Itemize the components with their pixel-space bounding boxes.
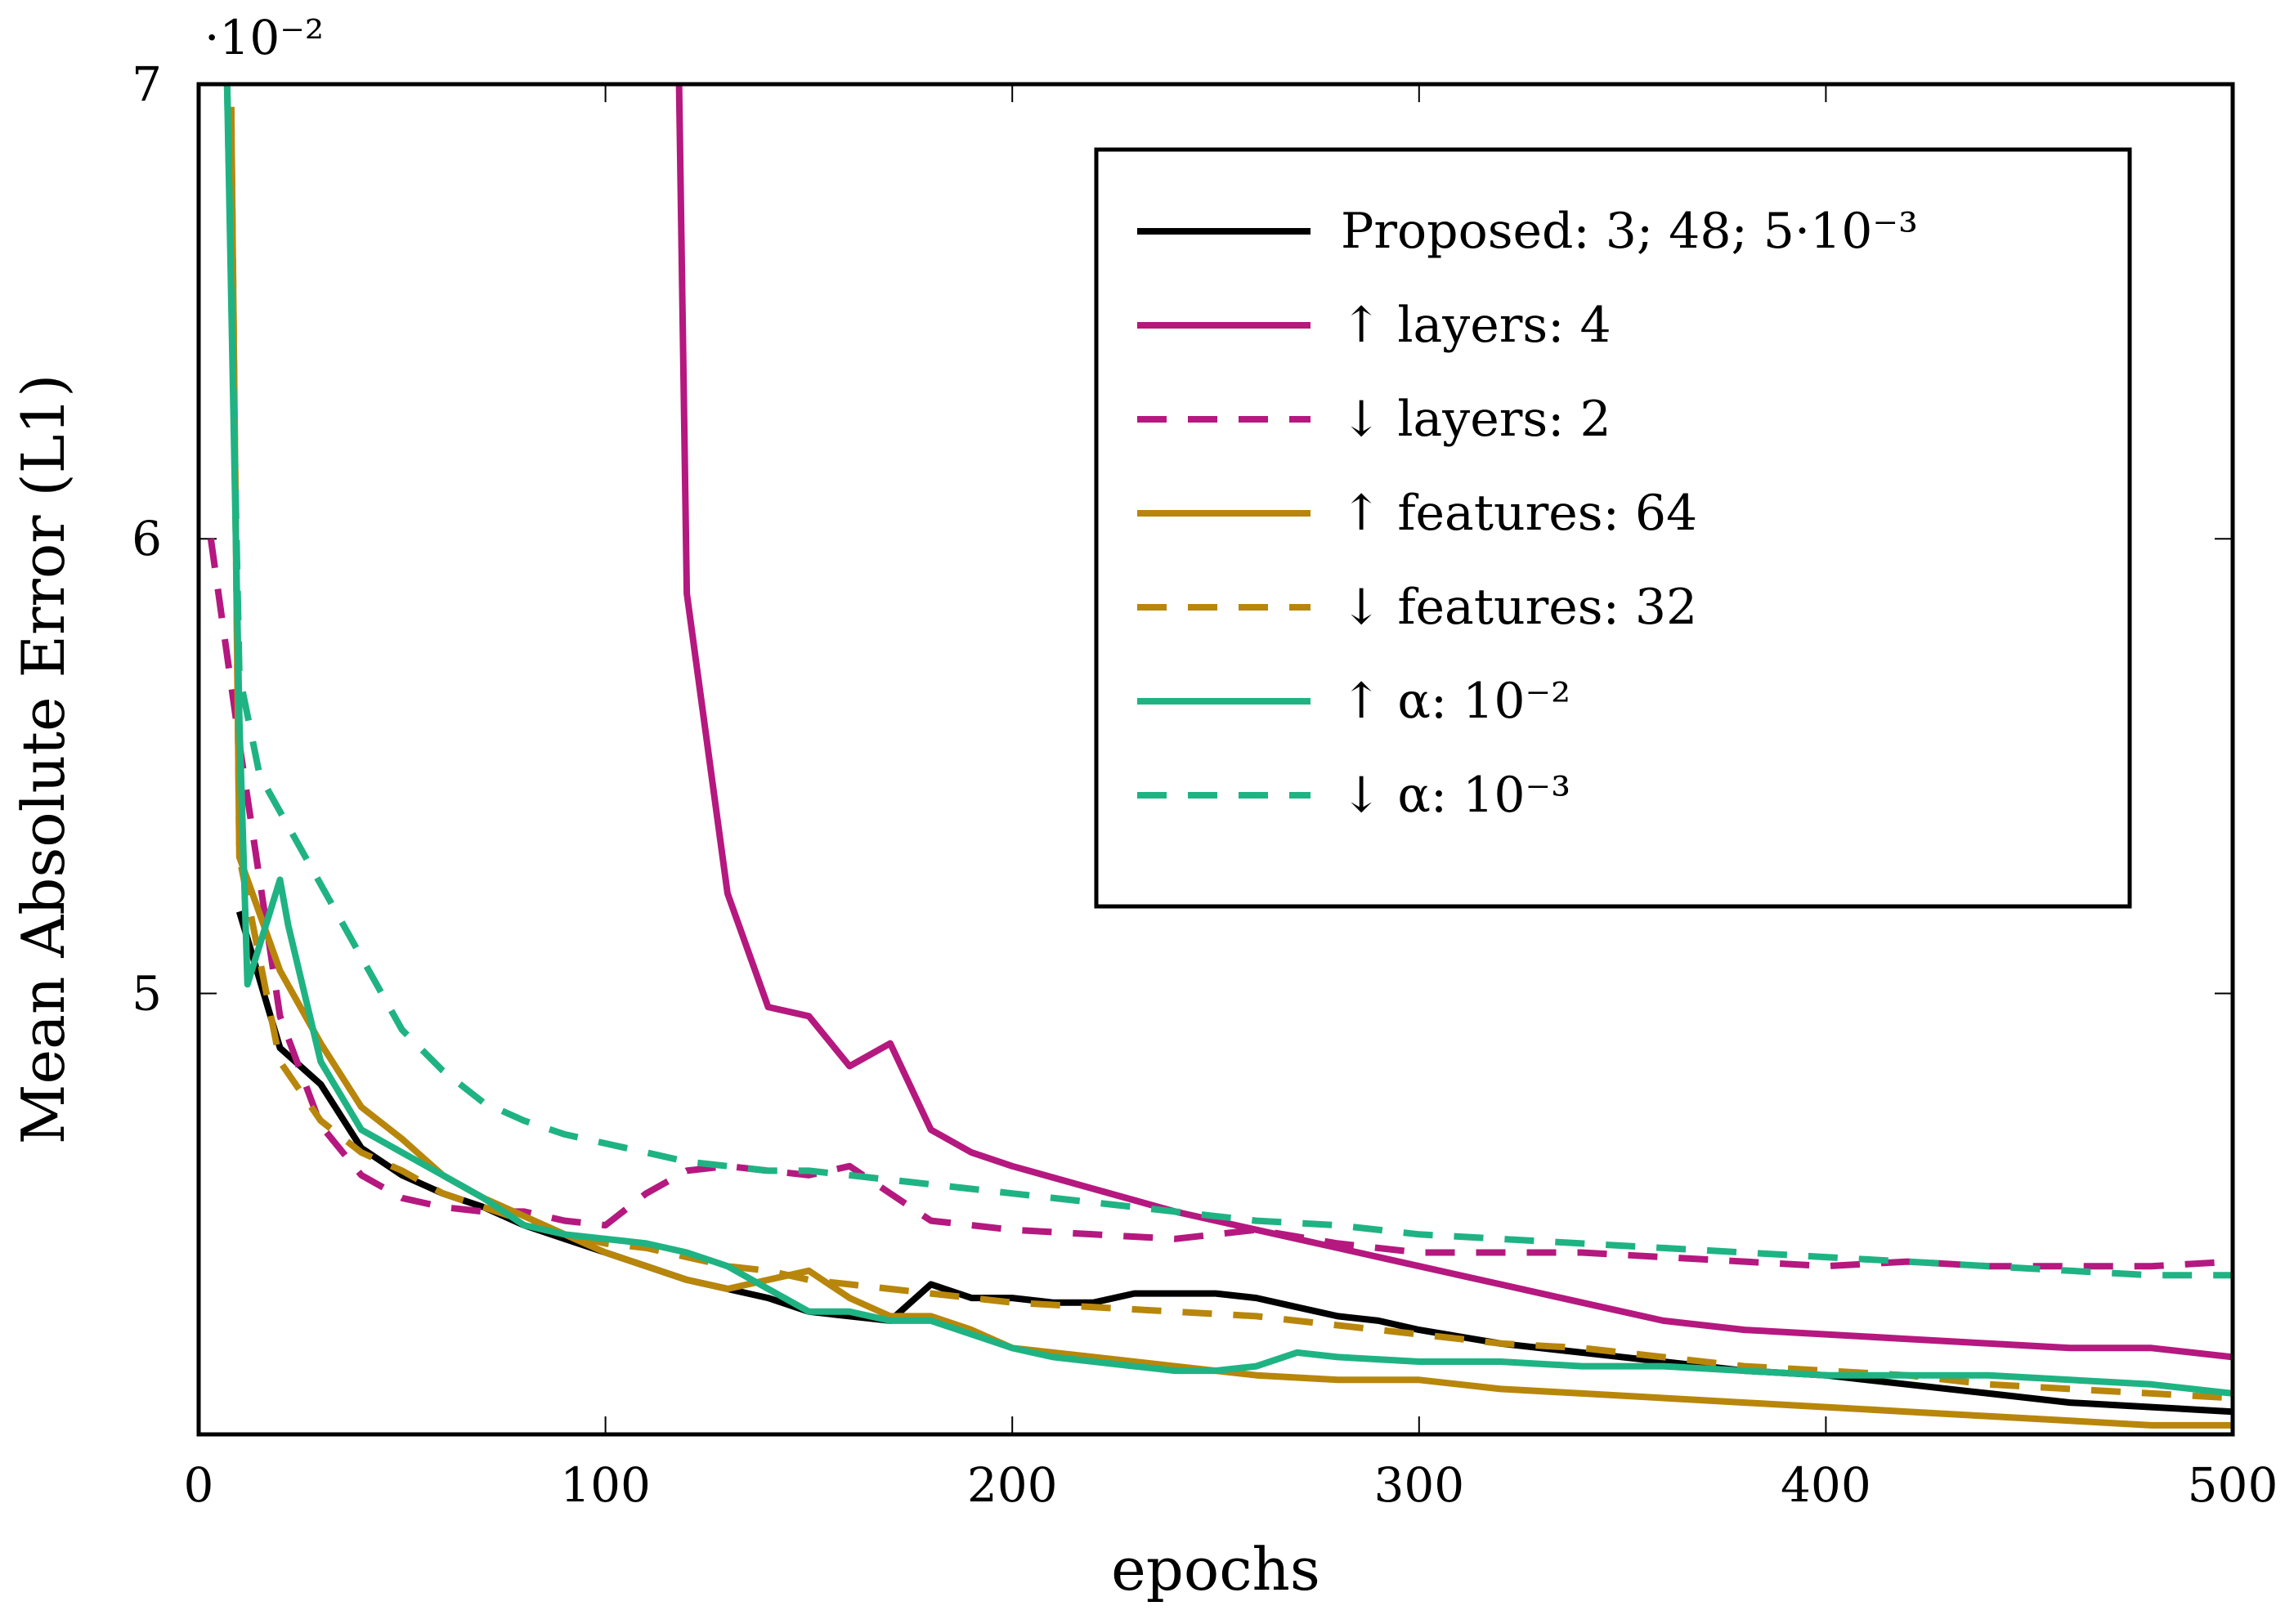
- y-tick-label: 7: [132, 56, 162, 112]
- axis-labels: 0 100 200 300 400 500 5 6 7: [132, 56, 2278, 1513]
- series-group: [207, 84, 2233, 1429]
- legend: Proposed: 3; 48; 5·10⁻³ ↑ layers: 4 ↓ laye…: [1094, 147, 2132, 909]
- legend-label-2: ↑ layers: 4: [1341, 297, 1611, 354]
- x-tick-label: 300: [1373, 1457, 1464, 1513]
- series-line-6: [223, 84, 2233, 1397]
- y-tick-label: 5: [132, 965, 162, 1021]
- series-line-1: [235, 910, 2233, 1416]
- series-line-3: [207, 538, 2233, 1270]
- plot-frame: [196, 82, 2235, 1437]
- series-line-7: [223, 84, 2233, 1279]
- x-tick-label: 200: [967, 1457, 1058, 1513]
- legend-items: Proposed: 3; 48; 5·10⁻³ ↑ layers: 4 ↓ laye…: [1137, 203, 1918, 824]
- legend-box: [1094, 147, 2132, 909]
- x-tick-label: 0: [184, 1457, 214, 1513]
- y-axis-title: Mean Absolute Error (L1): [9, 374, 78, 1145]
- legend-label-1: Proposed: 3; 48; 5·10⁻³: [1341, 203, 1918, 260]
- series-line-5: [227, 106, 2233, 1402]
- legend-label-7: ↓ α: 10⁻³: [1341, 767, 1570, 824]
- legend-label-5: ↓ features: 32: [1341, 579, 1697, 636]
- y-tick-label: 6: [132, 511, 162, 566]
- x-tick-label: 400: [1781, 1457, 1871, 1513]
- legend-label-3: ↓ layers: 2: [1341, 391, 1611, 448]
- x-tick-label: 100: [560, 1457, 651, 1513]
- legend-label-4: ↑ features: 64: [1341, 485, 1697, 542]
- y-scale-label: ·10⁻²: [204, 10, 324, 65]
- legend-label-6: ↑ α: 10⁻²: [1341, 673, 1570, 730]
- series-line-2: [675, 84, 2233, 1361]
- x-axis-title: epochs: [1111, 1535, 1320, 1604]
- x-tick-label: 500: [2188, 1457, 2278, 1513]
